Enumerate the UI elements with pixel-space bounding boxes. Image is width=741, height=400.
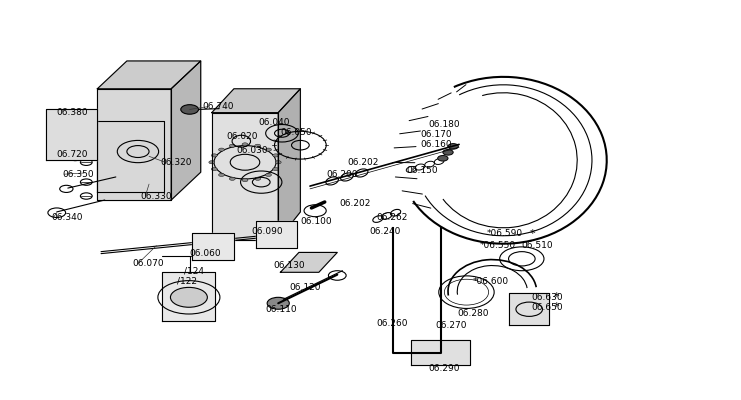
Circle shape xyxy=(181,105,199,114)
Polygon shape xyxy=(162,272,216,321)
Text: 06.202: 06.202 xyxy=(347,158,378,167)
Text: 06.020: 06.020 xyxy=(227,132,258,141)
Circle shape xyxy=(71,156,79,161)
Text: 06.180: 06.180 xyxy=(428,120,459,129)
Text: 06.510: 06.510 xyxy=(522,241,554,250)
Circle shape xyxy=(219,148,225,151)
Text: 06.260: 06.260 xyxy=(376,319,408,328)
Text: *06.600: *06.600 xyxy=(472,277,508,286)
Circle shape xyxy=(275,161,281,164)
Circle shape xyxy=(242,143,248,146)
Text: *: * xyxy=(554,292,559,302)
Circle shape xyxy=(268,297,289,309)
Text: 06.150: 06.150 xyxy=(406,166,437,175)
Text: /124: /124 xyxy=(185,267,205,276)
Circle shape xyxy=(211,154,217,157)
Text: 06.630: 06.630 xyxy=(531,293,563,302)
Polygon shape xyxy=(278,89,300,240)
Text: 06.320: 06.320 xyxy=(160,158,192,167)
Polygon shape xyxy=(46,109,97,160)
Polygon shape xyxy=(97,120,164,192)
Circle shape xyxy=(229,144,235,147)
Text: 06.280: 06.280 xyxy=(458,309,489,318)
Circle shape xyxy=(265,173,271,176)
Text: 06.040: 06.040 xyxy=(259,118,290,127)
Circle shape xyxy=(273,154,279,157)
Polygon shape xyxy=(97,89,171,200)
Polygon shape xyxy=(212,89,300,113)
Polygon shape xyxy=(280,252,337,272)
Text: 06.340: 06.340 xyxy=(52,213,83,222)
Text: 06.350: 06.350 xyxy=(63,170,94,179)
Text: 06.050: 06.050 xyxy=(280,128,312,137)
Circle shape xyxy=(170,287,207,307)
Circle shape xyxy=(219,173,225,176)
Text: 06.070: 06.070 xyxy=(133,259,165,268)
Text: 06.170: 06.170 xyxy=(421,130,452,139)
Text: *: * xyxy=(554,302,559,312)
Text: 06.090: 06.090 xyxy=(251,227,282,236)
Circle shape xyxy=(273,168,279,171)
Circle shape xyxy=(255,144,261,147)
Text: 06.110: 06.110 xyxy=(266,305,297,314)
Text: 06.060: 06.060 xyxy=(190,249,222,258)
Text: 06.030: 06.030 xyxy=(236,146,268,155)
Text: 06.290: 06.290 xyxy=(428,364,459,373)
Text: 06.270: 06.270 xyxy=(436,321,467,330)
Circle shape xyxy=(448,144,459,149)
Polygon shape xyxy=(192,232,234,260)
Text: *06.590: *06.590 xyxy=(487,229,523,238)
Circle shape xyxy=(242,178,248,182)
Text: *: * xyxy=(529,229,535,239)
Text: 06.130: 06.130 xyxy=(273,261,305,270)
Circle shape xyxy=(209,161,215,164)
Text: 06.160: 06.160 xyxy=(421,140,452,149)
Circle shape xyxy=(438,156,448,161)
Polygon shape xyxy=(171,61,201,200)
Text: 06.330: 06.330 xyxy=(140,192,172,200)
Polygon shape xyxy=(97,61,201,89)
Polygon shape xyxy=(256,221,296,248)
Text: 06.202: 06.202 xyxy=(339,200,370,208)
Circle shape xyxy=(229,177,235,180)
Text: 06.200: 06.200 xyxy=(326,170,358,179)
Text: 06.262: 06.262 xyxy=(376,213,408,222)
Text: *06.550: *06.550 xyxy=(479,241,516,250)
Circle shape xyxy=(255,177,261,180)
Polygon shape xyxy=(411,340,470,365)
Text: 06.100: 06.100 xyxy=(300,217,332,226)
Circle shape xyxy=(57,118,72,126)
Text: 06.240: 06.240 xyxy=(369,227,400,236)
Polygon shape xyxy=(509,293,549,325)
Text: 06.120: 06.120 xyxy=(289,283,321,292)
Text: 06.740: 06.740 xyxy=(202,102,233,111)
Text: 06.720: 06.720 xyxy=(57,150,88,159)
Circle shape xyxy=(211,168,217,171)
Circle shape xyxy=(265,148,271,151)
Polygon shape xyxy=(212,113,278,240)
Text: 06.650: 06.650 xyxy=(531,303,563,312)
Circle shape xyxy=(443,150,453,155)
Text: /122: /122 xyxy=(177,277,197,286)
Text: 06.380: 06.380 xyxy=(57,108,88,117)
